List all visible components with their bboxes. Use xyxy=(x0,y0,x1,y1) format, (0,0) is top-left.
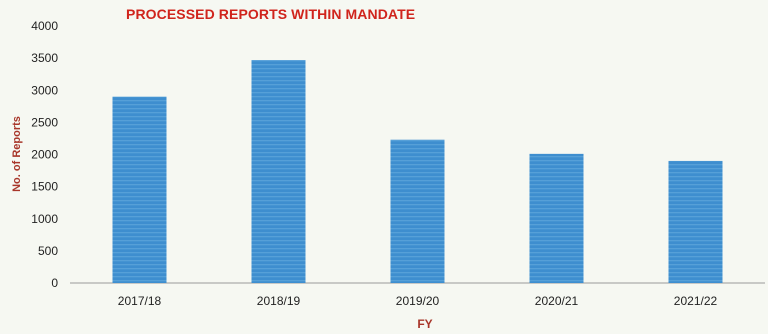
x-axis-label: FY xyxy=(417,317,433,331)
bar xyxy=(668,160,723,283)
x-tick-label: 2017/18 xyxy=(118,294,162,308)
y-tick-label: 2000 xyxy=(31,148,58,162)
y-tick-label: 1500 xyxy=(31,180,58,194)
y-tick-label: 3500 xyxy=(31,51,58,65)
bar xyxy=(251,60,306,283)
x-tick-label: 2020/21 xyxy=(535,294,579,308)
y-tick-label: 2500 xyxy=(31,115,58,129)
x-tick-label: 2021/22 xyxy=(674,294,718,308)
y-tick-label: 0 xyxy=(51,276,58,290)
x-tick-label: 2018/19 xyxy=(257,294,301,308)
y-tick-label: 3000 xyxy=(31,83,58,97)
x-tick-label: 2019/20 xyxy=(396,294,440,308)
y-tick-label: 4000 xyxy=(31,19,58,33)
bar xyxy=(112,96,167,283)
bar xyxy=(390,139,445,283)
y-tick-label: 1000 xyxy=(31,212,58,226)
y-tick-label: 500 xyxy=(38,244,58,258)
chart-title: PROCESSED REPORTS WITHIN MANDATE xyxy=(126,6,416,22)
bar xyxy=(529,153,584,283)
